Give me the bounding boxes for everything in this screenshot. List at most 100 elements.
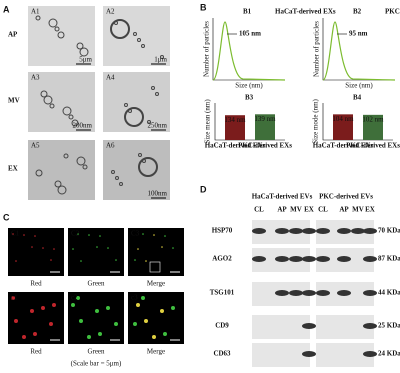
plot-label: B3 bbox=[245, 94, 254, 102]
vesicle bbox=[133, 32, 137, 36]
vesicle bbox=[68, 114, 74, 120]
vesicle bbox=[128, 109, 132, 113]
category-label: HaCaT-derived EXs bbox=[313, 142, 374, 150]
scale-note: (Scale bar = 5μm) bbox=[71, 360, 122, 368]
bar bbox=[225, 115, 245, 140]
vesicle bbox=[142, 159, 146, 163]
micrograph bbox=[103, 140, 170, 200]
band bbox=[275, 228, 289, 234]
distribution bbox=[322, 21, 396, 81]
category-label: HaCaT-derived EXs bbox=[205, 142, 266, 150]
bar bbox=[255, 114, 275, 140]
spot bbox=[152, 335, 156, 339]
protein-label: CD63 bbox=[213, 350, 231, 358]
band bbox=[289, 256, 303, 262]
spot bbox=[12, 233, 14, 235]
peak-label: 105 nm bbox=[239, 30, 261, 38]
blot bbox=[252, 315, 310, 339]
spot bbox=[87, 335, 91, 339]
scale-bar: 1μm bbox=[154, 56, 167, 64]
band bbox=[363, 323, 377, 329]
spot bbox=[164, 235, 166, 237]
spot bbox=[145, 260, 147, 262]
spot bbox=[72, 248, 74, 250]
y-label: Number of particles bbox=[203, 21, 211, 77]
micrograph bbox=[28, 72, 95, 132]
spot bbox=[50, 259, 52, 261]
value-label: 104 nm bbox=[332, 115, 354, 123]
band bbox=[252, 256, 266, 262]
vesicle bbox=[138, 157, 158, 177]
spot bbox=[114, 322, 118, 326]
band bbox=[337, 228, 351, 234]
band bbox=[302, 256, 316, 262]
fluorescence-image bbox=[128, 292, 184, 344]
spot bbox=[34, 235, 36, 237]
spot bbox=[115, 259, 117, 261]
spot bbox=[136, 303, 140, 307]
spot bbox=[41, 306, 45, 310]
spot bbox=[163, 332, 167, 336]
blot bbox=[252, 343, 310, 367]
spot bbox=[79, 319, 83, 323]
plot-title: HaCaT-derived EXs bbox=[275, 8, 336, 16]
lane-label: MV bbox=[290, 206, 302, 214]
lane-label: AP bbox=[339, 206, 349, 214]
spot bbox=[14, 319, 18, 323]
vesicle bbox=[110, 19, 130, 39]
x-label: Size (nm) bbox=[235, 82, 263, 90]
channel-label: Red bbox=[30, 348, 42, 356]
vesicle bbox=[49, 103, 55, 109]
x-label: Size (nm) bbox=[345, 82, 373, 90]
vesicle bbox=[35, 15, 41, 21]
vesicle bbox=[114, 21, 118, 25]
distribution bbox=[212, 21, 286, 81]
spot bbox=[99, 235, 101, 237]
bar bbox=[363, 114, 383, 140]
band bbox=[275, 256, 289, 262]
image-label: c2 bbox=[71, 294, 78, 302]
size-label: 87 KDa bbox=[378, 255, 400, 263]
lane-label: AP bbox=[277, 206, 287, 214]
vesicle bbox=[79, 47, 89, 57]
vesicle bbox=[119, 182, 123, 186]
plot-label: B1 bbox=[243, 8, 252, 16]
band bbox=[363, 256, 377, 262]
size-label: 24 KDa bbox=[378, 350, 400, 358]
image-label: A5 bbox=[31, 142, 40, 150]
scale-bar: 250nm bbox=[148, 122, 168, 130]
fluorescence-image bbox=[68, 292, 124, 344]
plot-title: PKC-derived EXs bbox=[385, 8, 400, 16]
image-label: C1 bbox=[11, 230, 20, 238]
bar bbox=[333, 114, 353, 140]
spot bbox=[153, 234, 155, 236]
image-label: C3 bbox=[131, 230, 140, 238]
fluorescence-image bbox=[68, 228, 124, 276]
zoom-box bbox=[149, 261, 161, 273]
group-header: HaCaT-derived EVs bbox=[252, 193, 313, 201]
panel-label: A bbox=[3, 4, 10, 14]
scale-bar: 5μm bbox=[79, 56, 92, 64]
vesicle bbox=[57, 31, 65, 39]
vesicle bbox=[71, 119, 79, 127]
vesicle bbox=[137, 38, 141, 42]
peak-label: 95 nm bbox=[349, 30, 368, 38]
size-label: 70 KDa bbox=[378, 227, 400, 235]
vesicle bbox=[62, 106, 72, 116]
y-label: Number of particles bbox=[313, 21, 321, 77]
spot bbox=[77, 233, 79, 235]
band bbox=[316, 256, 330, 262]
spot bbox=[172, 247, 174, 249]
fluorescence-image bbox=[128, 228, 184, 276]
category-label: PKC-derived EXs bbox=[238, 142, 292, 150]
band bbox=[316, 290, 330, 296]
vesicle bbox=[82, 164, 88, 170]
image-label: A4 bbox=[106, 74, 115, 82]
spot bbox=[80, 260, 82, 262]
plot-label: B4 bbox=[353, 94, 362, 102]
spot bbox=[49, 322, 53, 326]
spot bbox=[30, 309, 34, 313]
vesicle bbox=[76, 156, 86, 166]
value-label: 139 nm bbox=[254, 115, 276, 123]
